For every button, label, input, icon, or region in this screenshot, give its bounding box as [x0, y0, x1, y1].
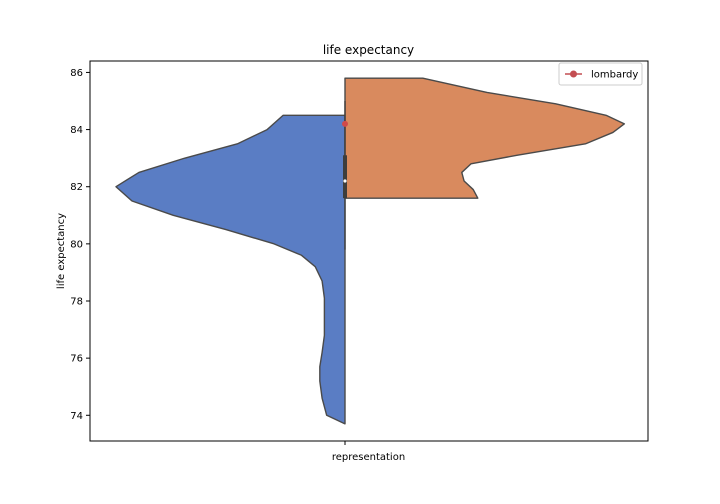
y-tick-label: 80	[70, 239, 83, 250]
highlight-point-lombardy	[342, 120, 348, 127]
inner-quartile-box	[343, 155, 347, 199]
legend: lombardy	[558, 62, 643, 86]
violin-half-right	[344, 77, 626, 199]
y-tick-label: 86	[70, 68, 83, 79]
y-tick-label: 84	[70, 125, 83, 136]
y-axis-label: life expectancy	[56, 213, 67, 289]
y-tick-label: 76	[70, 354, 83, 365]
axes-frame	[89, 60, 649, 442]
legend-dot-marker	[570, 70, 577, 78]
y-tick-label: 74	[70, 411, 83, 422]
x-axis-label: representation	[332, 452, 405, 463]
chart-title: life expectancy	[323, 43, 414, 57]
legend-label-lombardy: lombardy	[591, 70, 638, 81]
violin-half-left	[115, 114, 346, 425]
y-tick-label: 78	[70, 297, 83, 308]
y-tick-label: 82	[70, 182, 83, 193]
legend-frame	[558, 62, 643, 86]
inner-median-dot	[343, 179, 347, 183]
plot-area: 74 76 78 80 82 84 86	[70, 60, 649, 445]
